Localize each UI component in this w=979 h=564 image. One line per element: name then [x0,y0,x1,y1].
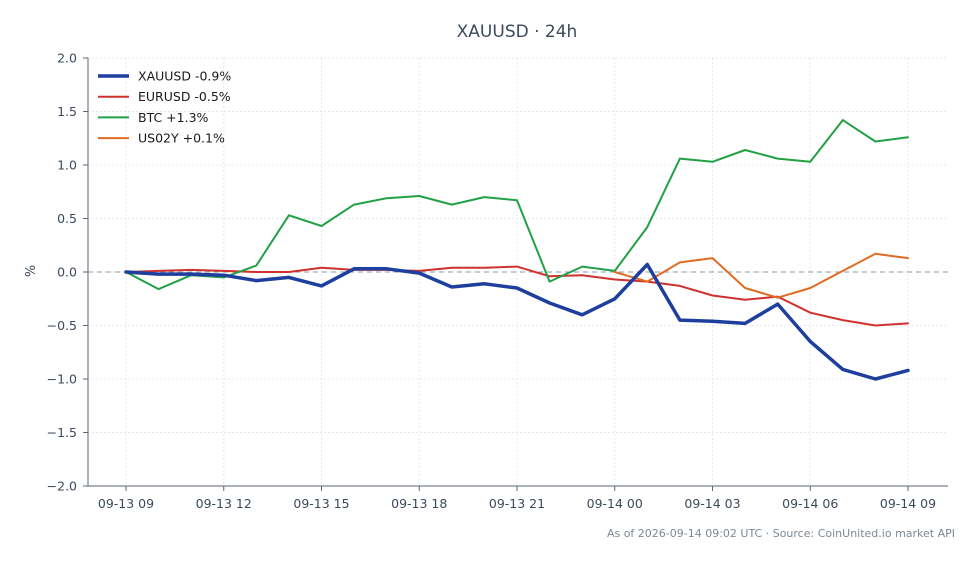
y-tick-label: −0.5 [47,318,77,333]
y-tick-label: 2.0 [57,51,77,66]
series-line-eurusd [125,265,909,327]
x-tick-label: 09-13 21 [489,496,545,511]
y-ticks: 2.0 1.5 1.0 0.5 0.0 −0.5 −1.0 −1.5 −2.0 [47,51,88,494]
series-line-btc [125,119,909,291]
y-tick-label: 1.0 [57,158,77,173]
y-tick-label: −1.0 [47,372,77,387]
series-line-xauusd [124,262,910,381]
legend-label-btc: BTC +1.3% [138,110,209,125]
x-tick-label: 09-14 06 [782,496,838,511]
x-tick-label: 09-14 00 [587,496,643,511]
series-lines [124,119,910,381]
y-tick-label: −1.5 [47,425,77,440]
legend: XAUUSD -0.9% EURUSD -0.5% BTC +1.3% US02Y +… [98,69,231,146]
legend-label-us02y: US02Y +0.1% [138,131,225,146]
y-tick-label: 0.0 [57,265,77,280]
y-tick-label: −2.0 [47,479,77,494]
y-axis-label: % [24,265,39,277]
x-tick-label: 09-13 09 [98,496,154,511]
x-tick-label: 09-13 15 [293,496,349,511]
x-tick-label: 09-13 18 [391,496,447,511]
x-tick-label: 09-13 12 [196,496,252,511]
chart-title: XAUUSD · 24h [457,22,578,42]
y-tick-label: 1.5 [57,104,77,119]
x-tick-label: 09-14 09 [880,496,936,511]
legend-label-xauusd: XAUUSD -0.9% [138,69,231,84]
x-ticks: 09-13 09 09-13 12 09-13 15 09-13 18 09-13 21… [98,486,936,511]
series-line-us02y [613,252,909,299]
source-footnote: As of 2026-09-14 09:02 UTC · Source: Coi… [607,527,955,540]
legend-label-eurusd: EURUSD -0.5% [138,89,231,104]
x-tick-label: 09-14 03 [684,496,740,511]
y-tick-label: 0.5 [57,211,77,226]
